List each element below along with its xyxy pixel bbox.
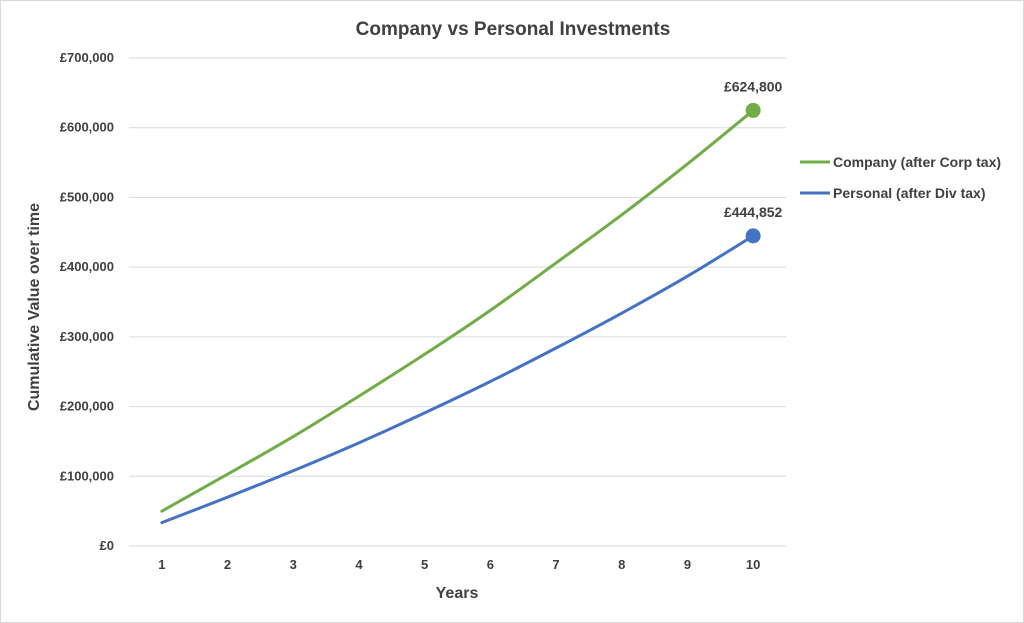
- series-line: [160, 234, 755, 525]
- y-axis-ticks: £0 £100,000 £200,000 £300,000 £400,000 £500,0…: [60, 50, 114, 553]
- legend-item: Personal (after Div tax): [800, 185, 986, 201]
- legend-label: Personal (after Div tax): [833, 185, 986, 201]
- legend-label: Company (after Corp tax): [833, 154, 1001, 170]
- x-tick-label: 10: [746, 557, 760, 572]
- x-tick-label: 3: [290, 557, 297, 572]
- y-tick-label: £0: [100, 538, 114, 553]
- x-tick-label: 1: [158, 557, 165, 572]
- y-tick-label: £400,000: [60, 259, 114, 274]
- legend: Company (after Corp tax) Personal (after …: [800, 154, 1001, 201]
- series-0: £624,800: [160, 78, 783, 513]
- x-tick-label: 8: [618, 557, 625, 572]
- y-tick-label: £200,000: [60, 399, 114, 414]
- end-point-marker: [745, 102, 761, 118]
- y-tick-label: £600,000: [60, 120, 114, 135]
- end-point-marker: [745, 228, 761, 244]
- x-tick-label: 2: [224, 557, 231, 572]
- y-tick-label: £100,000: [60, 468, 114, 483]
- end-value-label: £444,852: [724, 204, 783, 220]
- x-tick-label: 6: [487, 557, 494, 572]
- y-tick-label: £300,000: [60, 329, 114, 344]
- legend-item: Company (after Corp tax): [800, 154, 1001, 170]
- y-tick-label: £700,000: [60, 50, 114, 65]
- series-line: [160, 108, 755, 513]
- series-layer: £624,800 £444,852: [160, 78, 783, 525]
- chart-title: Company vs Personal Investments: [356, 19, 671, 40]
- x-tick-label: 7: [552, 557, 559, 572]
- y-tick-label: £500,000: [60, 189, 114, 204]
- x-axis-label: Years: [436, 585, 479, 602]
- x-axis-ticks: 1 2 3 4 5 6 7 8 9 10: [158, 557, 760, 572]
- end-value-label: £624,800: [724, 78, 783, 94]
- gridlines: [129, 57, 786, 547]
- series-1: £444,852: [160, 204, 783, 525]
- x-tick-label: 9: [684, 557, 691, 572]
- y-axis-label: Cumulative Value over time: [26, 203, 43, 411]
- x-tick-label: 5: [421, 557, 428, 572]
- x-tick-label: 4: [355, 557, 363, 572]
